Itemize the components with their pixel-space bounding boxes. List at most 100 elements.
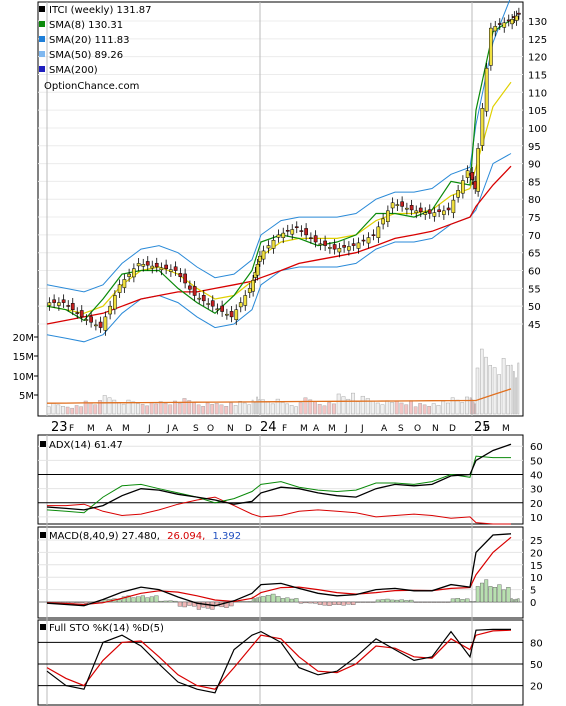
candle-body — [57, 302, 61, 306]
candle-body — [243, 295, 248, 306]
macd-tick-label: 20 — [530, 548, 543, 559]
sto-k-line — [46, 628, 511, 694]
candle-body — [98, 321, 103, 328]
volume-bar — [61, 406, 65, 415]
macd-histogram-bar — [177, 601, 183, 607]
candle-body — [75, 312, 80, 314]
volume-bar — [196, 404, 201, 415]
x-axis-label: D — [245, 424, 252, 434]
x-axis-label: M — [122, 424, 130, 434]
candle-body — [188, 285, 192, 290]
candle-body — [169, 269, 173, 272]
x-axis-label: M — [328, 424, 336, 434]
candle-body — [506, 19, 511, 22]
macd-tick-label: 25 — [530, 536, 543, 547]
volume-bar — [177, 402, 182, 415]
candle-body — [145, 261, 150, 266]
macd-histogram-bar — [472, 601, 475, 603]
volume-bar — [422, 404, 427, 415]
price-tick-label: 115 — [528, 70, 547, 81]
volume-bar — [98, 400, 102, 415]
price-tick-label: 85 — [528, 177, 541, 188]
volume-bar — [346, 398, 351, 415]
macd-histogram-bar — [238, 601, 243, 603]
volume-bar — [289, 405, 294, 415]
sto-d-line — [46, 629, 512, 690]
candle-body — [94, 324, 98, 327]
volume-tick-label: 5M — [19, 391, 34, 402]
macd-histogram-bar — [465, 598, 470, 603]
volume-bar — [270, 403, 275, 415]
macd-histogram-bar — [409, 599, 414, 603]
volume-bar — [247, 404, 251, 415]
volume-bar — [517, 362, 520, 415]
volume-bar — [285, 403, 289, 415]
macd-histogram-bar — [506, 587, 511, 603]
sto-title: Full STO %K(14) %D(5) — [49, 623, 164, 634]
volume-bar — [404, 404, 409, 415]
sma20-line — [46, 81, 512, 314]
volume-bar — [385, 400, 390, 415]
candle-body — [150, 265, 155, 269]
macd-histogram-bar — [275, 596, 281, 603]
candle-body — [493, 26, 498, 32]
macd-histogram-bar — [332, 601, 337, 605]
macd-histogram-bar — [117, 599, 122, 603]
sma50-line — [46, 165, 512, 325]
macd-histogram-bar — [308, 601, 313, 604]
macd-histogram-bar — [270, 593, 276, 603]
volume-bar — [265, 401, 270, 415]
macd-histogram-bar — [380, 599, 385, 603]
volume-bar — [446, 402, 450, 415]
macd-histogram-bar — [341, 601, 346, 606]
price-tick-label: 70 — [528, 231, 541, 242]
candle-body — [201, 295, 206, 302]
macd-histogram-bar — [355, 601, 361, 603]
volume-bar — [260, 399, 265, 415]
x-axis-label: O — [414, 424, 421, 434]
candle-body — [304, 228, 308, 236]
candle-body — [351, 243, 356, 246]
volume-bar — [56, 404, 61, 415]
macd-histogram-bar — [413, 601, 418, 603]
candle-body — [206, 303, 211, 305]
volume-bar — [83, 400, 88, 415]
candle-body — [141, 264, 146, 267]
macd-histogram-bar — [346, 601, 351, 605]
volume-bar — [205, 402, 210, 415]
volume-bar — [341, 396, 346, 415]
price-tick-label: 65 — [528, 249, 541, 260]
candle-body — [456, 190, 460, 198]
macd-histogram-bar — [385, 598, 390, 603]
macd-histogram-bar — [154, 595, 159, 603]
macd-histogram-bar — [187, 601, 192, 606]
macd-histogram-bar — [471, 601, 474, 603]
candle-body — [294, 226, 299, 229]
volume-bar — [308, 399, 313, 415]
candle-body — [47, 302, 52, 306]
volume-bar — [492, 367, 497, 415]
price-tick-label: 75 — [528, 213, 541, 224]
adx-tick-label: 40 — [530, 471, 543, 482]
candle-body — [164, 264, 168, 269]
volume-bar — [201, 406, 205, 415]
candle-body — [197, 297, 202, 300]
volume-bar — [275, 398, 280, 415]
x-axis-label: J — [166, 424, 170, 434]
macd-histogram-bar — [418, 601, 423, 603]
volume-bar — [303, 397, 308, 415]
candle-body — [497, 23, 502, 25]
candle-body — [285, 229, 290, 232]
price-tick-label: 95 — [528, 142, 541, 153]
macd-histogram-bar — [285, 597, 290, 603]
macd-histogram-bar — [475, 586, 480, 603]
candle-body — [266, 245, 271, 249]
candle-body — [510, 19, 514, 25]
candle-body — [337, 248, 342, 253]
candle-body — [154, 262, 159, 268]
candle-body — [271, 239, 276, 249]
macd-histogram-bar — [450, 598, 456, 603]
legend-sma50: SMA(50) 89.26 — [49, 50, 123, 61]
x-axis-label: A — [106, 424, 113, 434]
